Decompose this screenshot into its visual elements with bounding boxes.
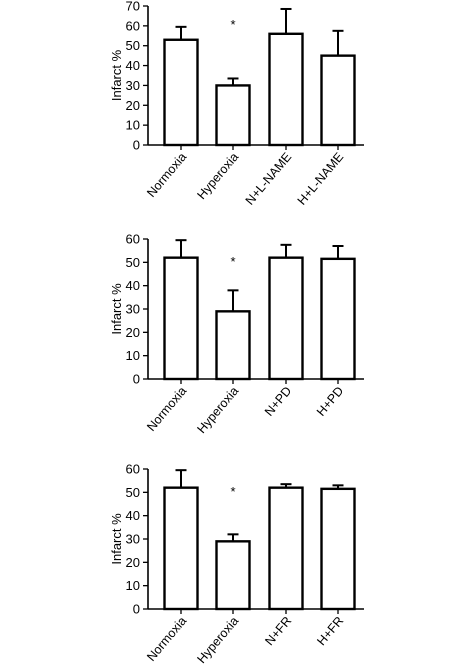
x-tick-label: Normoxia xyxy=(144,150,189,200)
bar xyxy=(320,54,356,147)
y-tick-label: 40 xyxy=(126,508,140,523)
y-tick-label: 50 xyxy=(126,255,140,270)
y-tick-label: 60 xyxy=(126,232,140,247)
y-tick-label: 40 xyxy=(126,278,140,293)
x-tick-label: N+FR xyxy=(262,614,294,648)
y-tick-label: 0 xyxy=(133,372,140,387)
bar xyxy=(320,257,356,381)
bar xyxy=(163,486,199,611)
bar xyxy=(215,310,251,381)
bar xyxy=(268,486,304,611)
bar xyxy=(268,256,304,381)
x-tick-label: H+PD xyxy=(314,384,346,419)
y-tick-label: 10 xyxy=(126,118,140,133)
x-tick-label: Hyperoxia xyxy=(194,384,241,436)
bar xyxy=(215,540,251,611)
y-tick-label: 0 xyxy=(133,138,140,153)
y-tick-label: 10 xyxy=(126,578,140,593)
bar xyxy=(320,487,356,611)
bar xyxy=(215,84,251,147)
y-tick-label: 50 xyxy=(126,38,140,53)
y-tick-label: 20 xyxy=(126,325,140,340)
bar xyxy=(163,38,199,147)
y-tick-label: 20 xyxy=(126,98,140,113)
x-tick-label: Normoxia xyxy=(144,384,189,434)
chart-panel-1: 0 10 20 30 40 50 60 70 Infarct % Normoxia Hyperoxi… xyxy=(109,0,364,208)
significance-marker: * xyxy=(230,484,235,499)
x-tick-label: N+L-NAME xyxy=(243,150,295,208)
x-tick-label: N+PD xyxy=(262,384,294,419)
y-tick-label: 10 xyxy=(126,348,140,363)
y-tick-label: 20 xyxy=(126,555,140,570)
significance-marker: * xyxy=(230,254,235,269)
x-tick-label: Hyperoxia xyxy=(194,614,241,666)
bar xyxy=(268,32,304,147)
y-axis-label: Infarct % xyxy=(109,513,124,565)
y-tick-label: 30 xyxy=(126,532,140,547)
bar xyxy=(163,256,199,381)
y-axis-label: Infarct % xyxy=(109,283,124,335)
x-tick-label: Normoxia xyxy=(144,614,189,664)
y-tick-label: 0 xyxy=(133,602,140,617)
y-tick-label: 30 xyxy=(126,302,140,317)
x-tick-label: Hyperoxia xyxy=(194,150,241,202)
y-tick-label: 60 xyxy=(126,18,140,33)
significance-marker: * xyxy=(230,17,235,32)
y-axis-label: Infarct % xyxy=(109,49,124,101)
y-tick-label: 70 xyxy=(126,0,140,14)
x-tick-label: H+FR xyxy=(314,614,346,648)
chart-panel-3: 0 10 20 30 40 50 60 Infarct % Normoxia Hyperoxia N… xyxy=(109,462,364,666)
chart-panel-2: 0 10 20 30 40 50 60 Infarct % Normoxia Hyperoxia N… xyxy=(109,232,364,436)
y-tick-label: 50 xyxy=(126,485,140,500)
x-tick-label: H+L-NAME xyxy=(295,150,347,208)
y-tick-label: 60 xyxy=(126,462,140,477)
y-tick-label: 40 xyxy=(126,58,140,73)
y-tick-label: 30 xyxy=(126,78,140,93)
